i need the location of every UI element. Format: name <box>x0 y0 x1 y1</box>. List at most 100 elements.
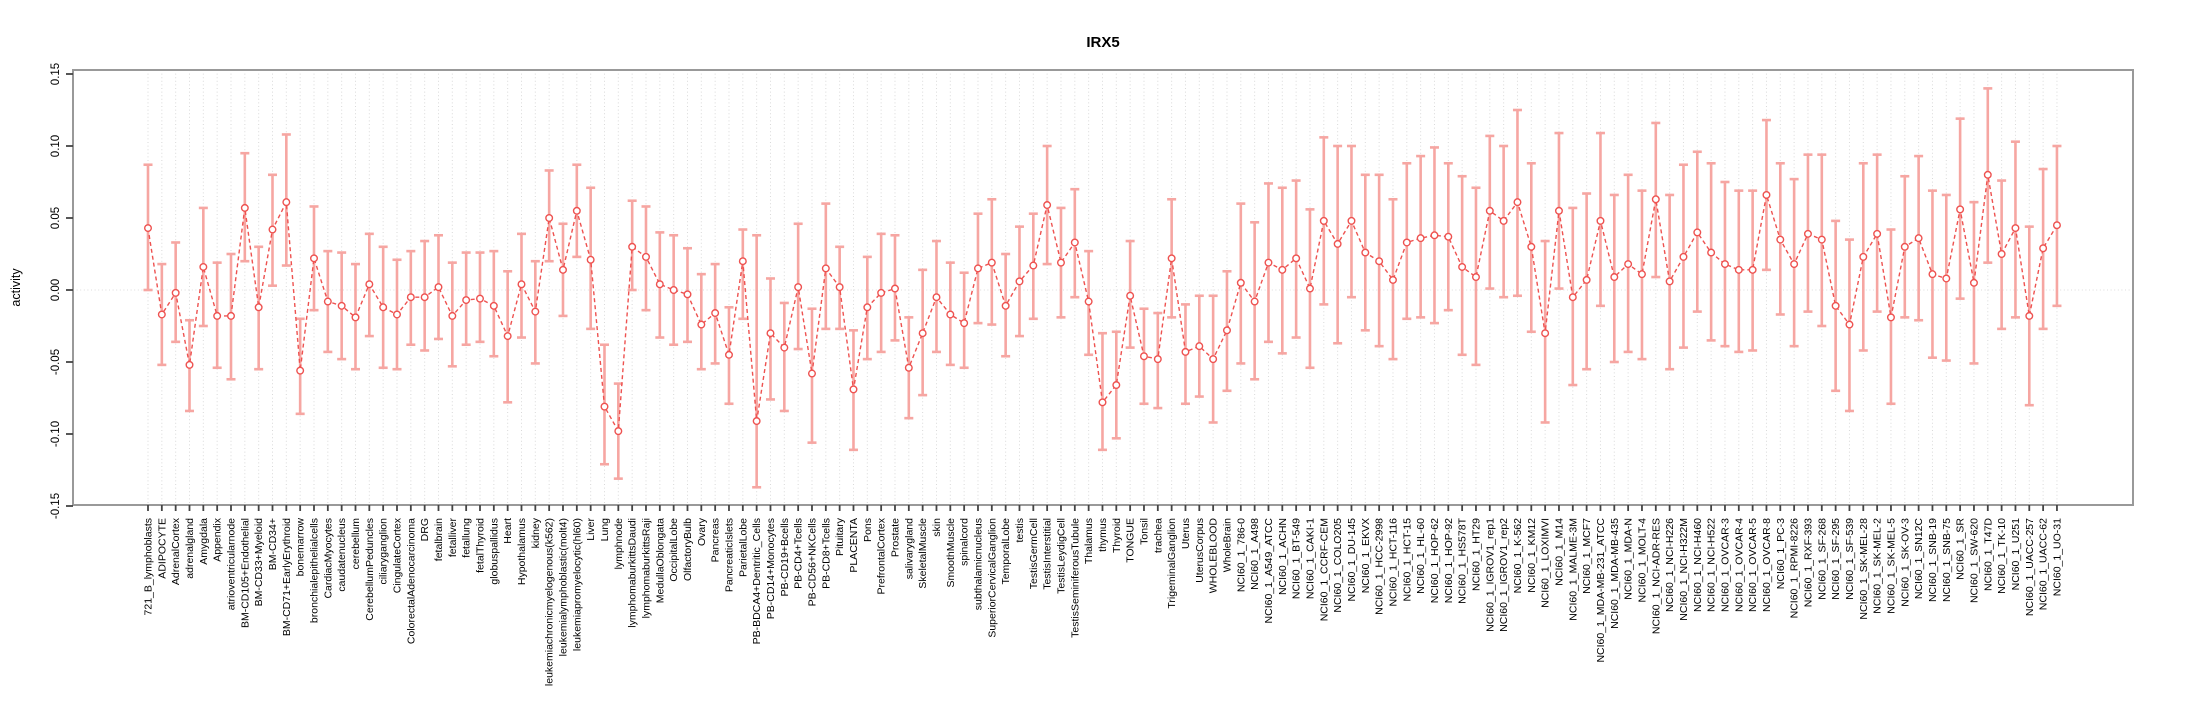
data-point <box>987 258 996 267</box>
data-point <box>932 293 941 302</box>
data-point <box>890 284 899 293</box>
x-tick-label: NCI60_1_CAKI-1 <box>1304 518 1316 599</box>
x-tick-label: Hypothalamus <box>516 518 528 585</box>
x-tick-label: Thyroid <box>1111 518 1123 553</box>
x-tick-label: atrioventricularnode <box>225 518 237 610</box>
x-tick-label: NCI60_1_HCT-15 <box>1401 518 1413 602</box>
data-point <box>1458 262 1467 271</box>
x-tick-label: NCI60_1_IGROV1_rep1 <box>1484 518 1496 632</box>
data-point <box>1264 258 1273 267</box>
data-point <box>724 350 733 359</box>
x-tick-label: NCI60_1_T47D <box>1982 518 1994 591</box>
x-tick-label: PB-CD19+Bcells <box>779 518 791 597</box>
x-tick-label: Pituitary <box>834 517 846 556</box>
data-point <box>1402 238 1411 247</box>
x-tick-label: PB-CD56+NKCells <box>806 518 818 606</box>
x-tick-label: NCI60_1_HT29 <box>1470 518 1482 591</box>
data-point <box>849 385 858 394</box>
x-tick-label: NCI60_1_M14 <box>1553 518 1565 586</box>
data-point <box>1582 275 1591 284</box>
x-tick-label: Thalamus <box>1083 518 1095 564</box>
x-tick-label: Appendix <box>212 517 224 562</box>
x-tick-label: thymus <box>1097 518 1109 552</box>
x-tick-label: TestisInterstitial <box>1042 518 1054 590</box>
data-point <box>1209 355 1218 364</box>
data-point <box>586 255 595 264</box>
data-point <box>863 303 872 312</box>
data-point <box>1707 248 1716 257</box>
data-point <box>392 310 401 319</box>
x-tick-label: NCI60_1_HOP-62 <box>1429 518 1441 603</box>
x-tick-label: TestisLeydigCell <box>1055 518 1067 594</box>
x-tick-label: NCI60_1_UACC-257 <box>2024 518 2036 616</box>
data-point <box>1845 320 1854 329</box>
data-point <box>1056 258 1065 267</box>
x-tick-label: CerebellumPeduncles <box>364 518 376 621</box>
x-axis: 721_B_lymphoblasts ADIPOCYTE AdrenalCortex… <box>143 505 2063 686</box>
x-tick-label: NCI60_1_SK-MEL-2 <box>1872 518 1884 614</box>
data-point <box>1568 293 1577 302</box>
data-point <box>655 280 664 289</box>
data-point <box>1375 257 1384 266</box>
data-points <box>143 170 2061 436</box>
data-point <box>1693 228 1702 237</box>
x-tick-label: NCI60_1_UO-31 <box>2051 518 2063 596</box>
data-point <box>1790 260 1799 269</box>
data-point <box>1333 239 1342 248</box>
data-point <box>199 262 208 271</box>
data-point <box>213 311 222 320</box>
x-tick-label: Amygdala <box>198 518 210 565</box>
x-tick-label: NCI60_1_COLO205 <box>1332 518 1344 613</box>
x-tick-label: Pancreas <box>710 518 722 562</box>
data-point <box>1734 265 1743 274</box>
data-point <box>462 296 471 305</box>
data-point <box>379 303 388 312</box>
x-tick-label: PB-CD4+Tcells <box>793 518 805 589</box>
data-point <box>268 225 277 234</box>
x-tick-label: PrefrontalCortex <box>876 517 888 594</box>
x-tick-label: NCI60_1_HCC-2998 <box>1374 518 1386 615</box>
x-tick-label: PLACENTA <box>848 518 860 573</box>
data-point <box>1236 278 1245 287</box>
data-point <box>1665 277 1674 286</box>
x-tick-label: BM-CD33+Myeloid <box>253 518 265 607</box>
x-tick-label: NCI60_1_MDA-MB-435 <box>1609 518 1621 629</box>
data-point <box>1720 260 1729 269</box>
x-tick-label: NCI60_1_HCT-116 <box>1387 518 1399 607</box>
data-point <box>1167 254 1176 263</box>
x-tick-label: NCI60_1_BT-549 <box>1291 518 1303 599</box>
data-point <box>143 224 152 233</box>
x-tick-label: NCI60_1_IGROV1_rep2 <box>1498 518 1510 632</box>
x-tick-label: lymphnode <box>613 518 625 570</box>
x-tick-label: DRG <box>419 518 431 541</box>
x-tick-label: NCI60_1_HL-60 <box>1415 518 1427 594</box>
data-point <box>711 309 720 318</box>
data-point <box>1292 254 1301 263</box>
data-point <box>1084 297 1093 306</box>
data-point <box>1070 238 1079 247</box>
x-tick-label: NCI60_1_PC-3 <box>1775 518 1787 589</box>
data-point <box>489 301 498 310</box>
x-tick-label: BM-CD34+ <box>267 518 279 570</box>
data-point <box>1956 205 1965 214</box>
data-point <box>877 288 886 297</box>
x-tick-label: fetalbrain <box>433 518 445 561</box>
data-point <box>240 203 249 212</box>
x-tick-label: Uterus <box>1180 518 1192 549</box>
data-point <box>1776 235 1785 244</box>
data-point <box>1222 326 1231 335</box>
data-point <box>1900 242 1909 251</box>
data-point <box>1610 273 1619 282</box>
x-tick-label: NCI60_1_SK-OV-3 <box>1899 518 1911 607</box>
x-tick-label: NCI60_1_EKVX <box>1360 518 1372 593</box>
x-tick-label: trachea <box>1152 518 1164 553</box>
x-tick-label: NCI60_1_SW-620 <box>1968 518 1980 603</box>
x-tick-label: kidney <box>530 517 542 548</box>
x-tick-label: SkeletalMuscle <box>917 518 929 589</box>
x-tick-label: NCI60_1_DU-145 <box>1346 518 1358 602</box>
data-point <box>254 303 263 312</box>
data-point <box>323 297 332 306</box>
x-tick-label: NCI60_1_SNB-75 <box>1941 518 1953 602</box>
x-tick-label: lymphomaburkittsRaji <box>640 518 652 618</box>
